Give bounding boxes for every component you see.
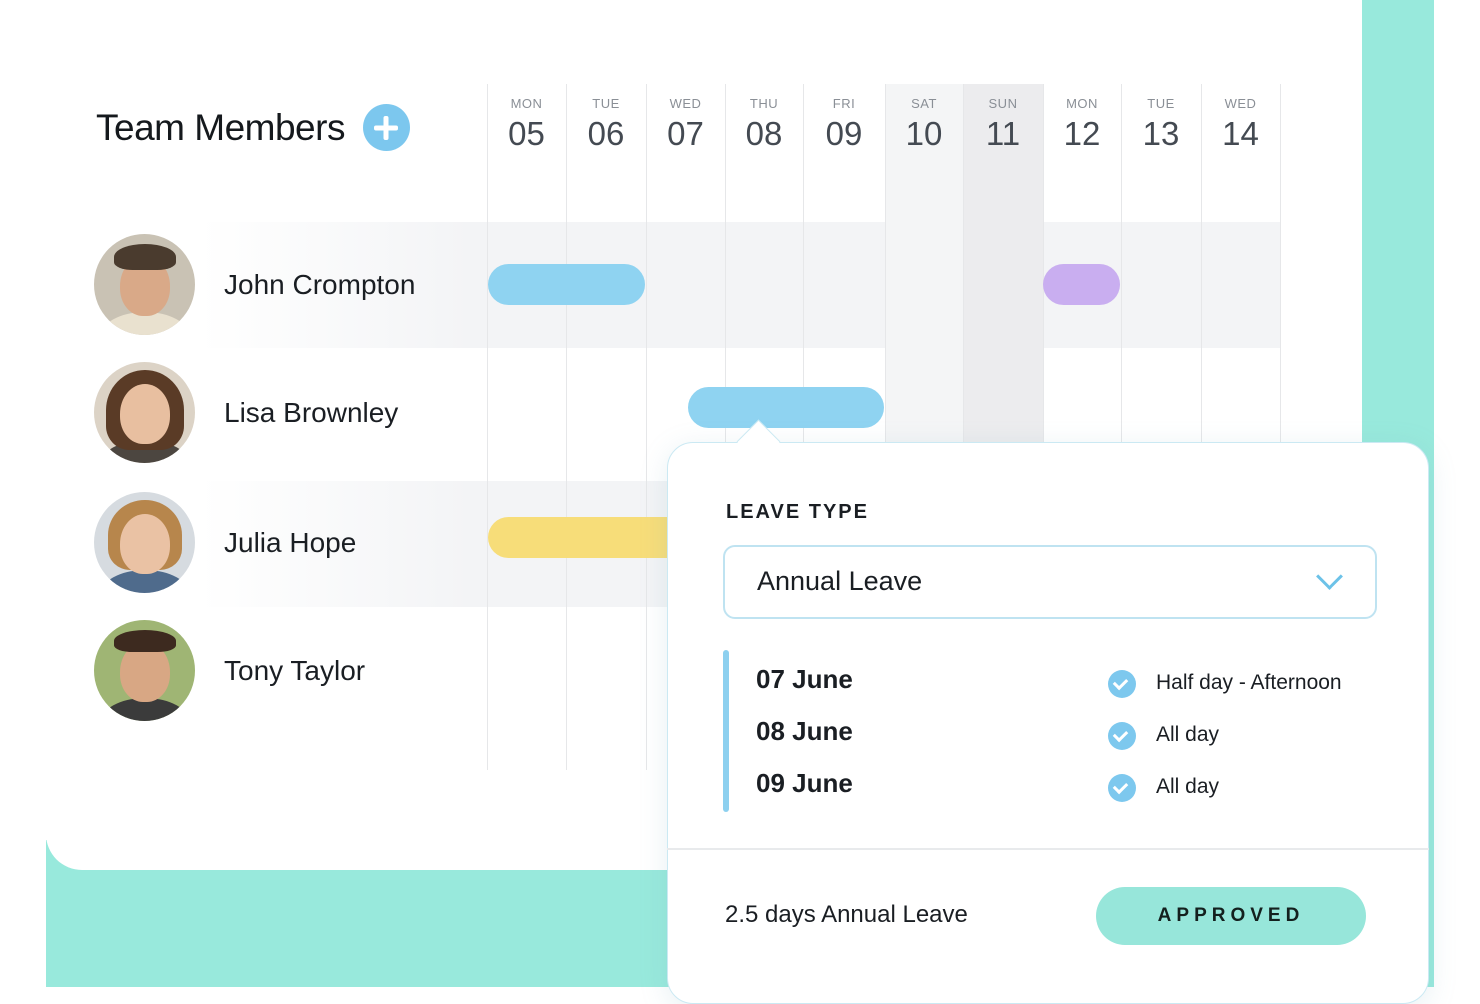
leave-type-select[interactable]: Annual Leave — [723, 545, 1377, 619]
leave-type-value: Annual Leave — [757, 566, 923, 596]
leave-date-detail: All day — [1156, 775, 1220, 798]
day-number: 11 — [985, 115, 1021, 152]
team-header: Team Members — [96, 104, 410, 151]
approved-status-button[interactable]: APPROVED — [1096, 887, 1366, 945]
leave-bar-john-other[interactable] — [1043, 264, 1120, 305]
avatar — [94, 620, 195, 721]
day-header[interactable]: TUE 06 — [566, 96, 646, 153]
grid-line — [1201, 84, 1202, 770]
member-name: Tony Taylor — [224, 654, 366, 686]
member-row-tony[interactable]: Tony Taylor — [94, 620, 365, 721]
weekend-column-sun — [963, 84, 1043, 442]
day-header[interactable]: TUE 13 — [1121, 96, 1201, 153]
day-header[interactable]: WED 07 — [646, 96, 725, 153]
day-name: TUE — [592, 96, 620, 111]
chevron-down-icon — [1316, 563, 1343, 590]
member-name: John Crompton — [224, 268, 416, 300]
check-circle-icon — [1108, 774, 1136, 802]
plus-icon[interactable] — [362, 104, 410, 151]
avatar — [94, 234, 195, 335]
day-header[interactable]: SUN 11 — [963, 96, 1043, 153]
leave-bar-john-annual[interactable] — [488, 264, 645, 305]
leave-date: 08 June — [756, 716, 853, 746]
grid-line — [1280, 84, 1281, 770]
page-title: Team Members — [96, 106, 345, 148]
avatar — [94, 492, 195, 593]
day-header[interactable]: MON 12 — [1043, 96, 1121, 153]
leave-date-row: 09 June All day — [756, 768, 1376, 808]
day-number: 09 — [825, 115, 863, 152]
member-row-lisa[interactable]: Lisa Brownley — [94, 362, 398, 463]
day-name: THU — [749, 96, 779, 111]
date-list-rail — [723, 650, 729, 812]
day-name: MON — [1066, 96, 1098, 111]
grid-line — [1043, 84, 1044, 770]
leave-details-popup — [667, 442, 1429, 1004]
leave-type-label: LEAVE TYPE — [726, 501, 869, 523]
grid-line — [1121, 84, 1122, 770]
day-name: FRI — [832, 96, 856, 111]
popup-divider — [667, 848, 1429, 850]
day-header[interactable]: MON 05 — [487, 96, 566, 153]
avatar — [94, 362, 195, 463]
leave-date-detail: All day — [1156, 723, 1220, 746]
leave-date-detail: Half day - Afternoon — [1156, 671, 1342, 694]
day-number: 06 — [587, 115, 625, 152]
grid-line — [885, 84, 886, 770]
day-header[interactable]: SAT 10 — [885, 96, 963, 153]
day-number: 12 — [1063, 115, 1101, 152]
leave-bar-lisa-annual[interactable] — [688, 387, 884, 428]
leave-date: 09 June — [756, 768, 853, 798]
day-number: 08 — [745, 115, 783, 152]
member-row-john[interactable]: John Crompton — [94, 234, 415, 335]
day-number: 05 — [508, 115, 545, 152]
grid-line — [487, 84, 488, 770]
day-name: MON — [510, 96, 543, 111]
leave-date-row: 08 June All day — [756, 716, 1376, 756]
grid-line — [963, 84, 964, 770]
check-circle-icon — [1108, 670, 1136, 698]
day-header[interactable]: THU 08 — [725, 96, 803, 153]
day-number: 07 — [667, 115, 704, 152]
member-name: Lisa Brownley — [224, 396, 399, 428]
day-header[interactable]: WED 14 — [1201, 96, 1280, 153]
grid-line — [646, 84, 647, 770]
member-name: Julia Hope — [224, 526, 357, 558]
day-header[interactable]: FRI 09 — [803, 96, 885, 153]
leave-summary: 2.5 days Annual Leave — [725, 901, 968, 928]
check-circle-icon — [1108, 722, 1136, 750]
day-name: WED — [669, 96, 702, 111]
day-number: 13 — [1142, 115, 1180, 152]
day-number: 10 — [905, 115, 943, 152]
leave-date: 07 June — [756, 664, 853, 694]
day-name: WED — [1224, 96, 1257, 111]
member-row-julia[interactable]: Julia Hope — [94, 492, 356, 593]
grid-line — [566, 84, 567, 770]
day-name: SUN — [988, 96, 1018, 111]
day-name: TUE — [1147, 96, 1175, 111]
day-name: SAT — [911, 96, 937, 111]
day-number: 14 — [1222, 115, 1259, 152]
leave-date-row: 07 June Half day - Afternoon — [756, 664, 1376, 704]
weekend-column-sat — [885, 84, 963, 442]
leave-bar-julia-pending[interactable] — [488, 517, 688, 558]
